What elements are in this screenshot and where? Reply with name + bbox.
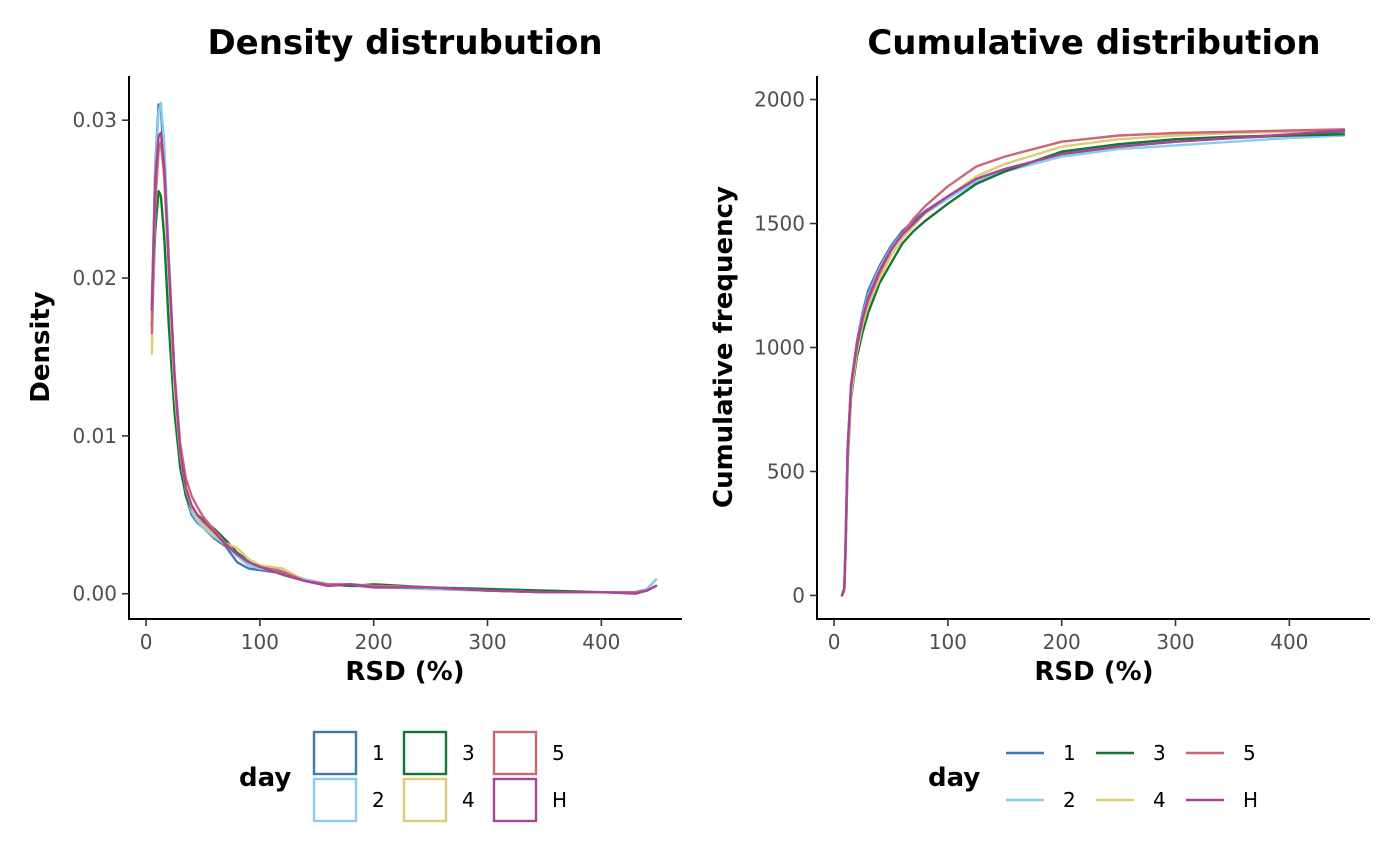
density-ticks: 0 100 200 300 400 0.00 0.01 0.02 0.03	[72, 108, 620, 654]
cumulative-legend: day 1 2 3 4 5 H	[928, 741, 1258, 812]
density-x-tick-label: 0	[140, 630, 153, 654]
density-x-axis-title: RSD (%)	[345, 657, 464, 687]
cumulative-title: Cumulative distribution	[867, 23, 1320, 63]
density-series-line-h	[150, 131, 658, 595]
cumulative-y-tick-label: 2000	[754, 88, 805, 112]
density-y-axis-title: Density	[26, 291, 56, 403]
cumulative-legend-title: day	[928, 763, 980, 793]
legend-label-h: H	[552, 788, 567, 812]
density-series-group	[150, 101, 658, 595]
legend-key-box-5	[492, 730, 538, 776]
cumulative-x-tick-label: 0	[828, 630, 841, 654]
cumulative-series-line-4	[840, 129, 1346, 597]
density-x-tick-label: 400	[582, 630, 620, 654]
density-series-line-5	[150, 141, 658, 594]
legend-key-box-2	[312, 777, 358, 823]
density-x-tick-label: 300	[468, 630, 506, 654]
cumulative-panel: Cumulative distribution 0 100 200 300 400 0 50…	[709, 23, 1370, 687]
legend-label-5: 5	[552, 741, 565, 765]
cumulative-y-tick-label: 500	[767, 459, 805, 483]
density-series-line-4	[150, 142, 658, 594]
cumulative-x-tick-label: 400	[1270, 630, 1308, 654]
cumulative-series-line-1	[840, 130, 1346, 597]
legend-label-1: 1	[372, 741, 385, 765]
cumulative-y-axis-title: Cumulative frequency	[709, 186, 739, 508]
density-x-tick-label: 100	[241, 630, 279, 654]
density-y-tick-label: 0.03	[72, 108, 117, 132]
cumulative-x-axis-title: RSD (%)	[1034, 657, 1153, 687]
legend-label-3: 3	[462, 741, 475, 765]
legend-label-3: 3	[1153, 741, 1166, 765]
cumulative-x-tick-label: 300	[1156, 630, 1194, 654]
density-title: Density distrubution	[207, 23, 602, 63]
legend-key-box-3	[402, 730, 448, 776]
density-y-tick-label: 0.00	[72, 582, 117, 606]
density-series-line-3	[150, 189, 658, 594]
cumulative-y-tick-label: 1000	[754, 336, 805, 360]
density-series-line-1	[150, 103, 658, 594]
cumulative-series-group	[840, 128, 1346, 597]
legend-label-1: 1	[1063, 741, 1076, 765]
legend-key-box-1	[312, 730, 358, 776]
legend-key-box-4	[402, 777, 448, 823]
cumulative-y-tick-label: 1500	[754, 212, 805, 236]
legend-label-5: 5	[1243, 741, 1256, 765]
cumulative-ticks: 0 100 200 300 400 0 500 1000 1500 2000	[754, 88, 1308, 654]
density-y-tick-label: 0.02	[72, 266, 117, 290]
legend-label-h: H	[1243, 788, 1258, 812]
legend-label-2: 2	[372, 788, 385, 812]
density-series-line-2	[150, 101, 658, 594]
legend-key-box-h	[492, 777, 538, 823]
density-panel: Density distrubution 0 100 200 300 400 0.00 0.…	[26, 23, 682, 687]
cumulative-x-tick-label: 100	[929, 630, 967, 654]
cumulative-x-tick-label: 200	[1043, 630, 1081, 654]
legend-label-2: 2	[1063, 788, 1076, 812]
cumulative-series-line-h	[840, 129, 1346, 597]
density-legend-title: day	[239, 763, 291, 793]
density-x-tick-label: 200	[355, 630, 393, 654]
cumulative-series-line-3	[840, 133, 1346, 597]
cumulative-series-line-2	[840, 134, 1346, 597]
legend-label-4: 4	[1153, 788, 1166, 812]
legend-label-4: 4	[462, 788, 475, 812]
cumulative-y-tick-label: 0	[792, 583, 805, 607]
density-y-tick-label: 0.01	[72, 424, 117, 448]
cumulative-series-line-5	[840, 128, 1346, 597]
density-legend: day 1 2 3 4 5 H	[239, 730, 567, 823]
